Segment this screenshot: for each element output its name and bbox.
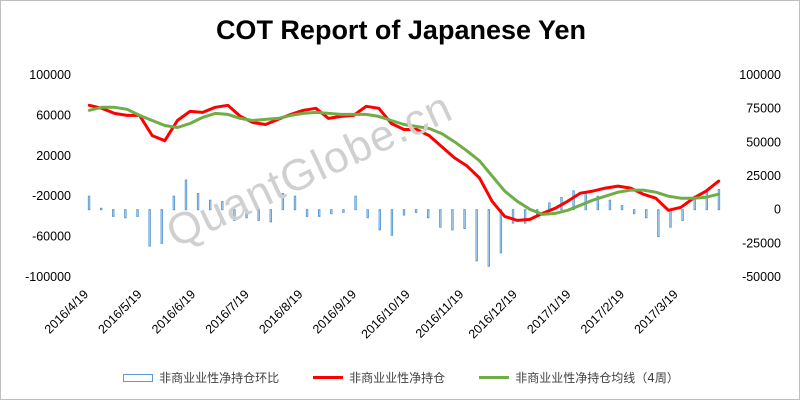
bar-net-change xyxy=(681,209,684,221)
x-axis-tick-label: 2016/7/19 xyxy=(203,287,252,336)
bar-net-change xyxy=(305,209,309,217)
x-axis-tick-label: 2016/11/19 xyxy=(413,287,467,341)
x-axis-tick-label: 2016/8/19 xyxy=(256,287,305,336)
x-axis-tick-label: 2017/1/19 xyxy=(524,287,573,336)
legend-label-avg: 非商业业性净持仓均线（4周） xyxy=(515,371,679,385)
bar-net-change xyxy=(390,209,394,236)
x-axis-tick-label: 2016/12/19 xyxy=(466,287,520,341)
left-axis-tick-label: -20000 xyxy=(32,189,71,203)
right-axis-tick-label: -25000 xyxy=(742,236,781,250)
bar-net-change xyxy=(717,188,721,211)
bar-net-change xyxy=(463,209,466,230)
bar-net-change xyxy=(148,209,151,247)
bar-net-change xyxy=(645,209,648,219)
legend: 非商业业性净持仓环比 非商业业性净持仓 非商业业性净持仓均线（4周） xyxy=(1,369,799,386)
line-4week-average xyxy=(87,105,721,216)
bar-net-change xyxy=(596,195,600,211)
bar-net-change xyxy=(669,209,672,228)
bar-net-change xyxy=(342,209,345,213)
bar-net-change xyxy=(548,202,551,211)
bar-net-change xyxy=(318,209,321,217)
legend-swatch-net xyxy=(313,376,344,379)
left-axis-tick-label: -60000 xyxy=(32,230,71,244)
legend-item-bars: 非商业业性净持仓环比 xyxy=(123,369,279,386)
x-axis-tick-label: 2017/2/19 xyxy=(578,287,627,336)
bar-net-change xyxy=(572,190,575,211)
x-axis-tick-label: 2016/5/19 xyxy=(96,287,145,336)
bar-net-change xyxy=(499,209,503,254)
bar-net-change xyxy=(523,209,527,224)
left-axis-tick-label: 100000 xyxy=(29,68,71,82)
right-axis-tick-label: 50000 xyxy=(746,135,781,149)
bar-net-change xyxy=(414,209,418,213)
legend-swatch-bars xyxy=(123,373,154,382)
bar-net-change xyxy=(439,209,442,228)
right-axis-tick-label: 0 xyxy=(774,203,781,217)
legend-label-net: 非商业业性净持仓 xyxy=(349,371,446,385)
bar-net-change xyxy=(269,209,272,223)
bar-net-change xyxy=(233,209,236,221)
bar-net-change xyxy=(184,179,188,211)
bar-net-change xyxy=(487,209,490,267)
bar-net-change xyxy=(245,209,248,219)
bar-net-change xyxy=(330,209,333,215)
x-axis-tick-label: 2017/3/19 xyxy=(632,287,681,336)
x-axis-tick-label: 2016/4/19 xyxy=(42,287,91,336)
bar-net-change xyxy=(87,195,91,211)
bar-net-change xyxy=(366,209,369,219)
bar-net-change xyxy=(378,209,381,231)
bar-net-change xyxy=(257,209,260,221)
bar-net-change xyxy=(451,209,454,231)
bar-net-change xyxy=(705,191,709,211)
bar-net-change xyxy=(402,209,406,216)
legend-item-avg: 非商业业性净持仓均线（4周） xyxy=(479,369,679,386)
right-axis-tick-label: 75000 xyxy=(746,102,781,116)
right-axis-tick-label: 25000 xyxy=(746,169,781,183)
bar-net-change xyxy=(608,199,612,211)
bar-net-change xyxy=(427,209,430,219)
bar-net-change xyxy=(293,195,297,211)
x-axis-tick-label: 2016/6/19 xyxy=(149,287,198,336)
bar-net-change xyxy=(584,191,587,211)
bar-net-change xyxy=(112,209,115,217)
bar-net-change xyxy=(657,209,660,238)
right-axis-tick-label: -50000 xyxy=(742,270,781,284)
bar-net-change xyxy=(124,209,127,219)
left-axis-tick-label: 20000 xyxy=(36,149,71,163)
legend-swatch-avg xyxy=(479,376,510,379)
bar-net-change xyxy=(196,193,200,211)
legend-label-bars: 非商业业性净持仓环比 xyxy=(159,371,280,385)
chart-title: COT Report of Japanese Yen xyxy=(215,15,587,45)
left-axis-tick-label: 60000 xyxy=(36,108,71,122)
line-net-position xyxy=(87,103,721,222)
bar-net-change xyxy=(281,193,285,211)
bar-net-change xyxy=(511,209,515,224)
bar-net-change xyxy=(99,207,103,211)
x-axis-tick-label: 2016/9/19 xyxy=(310,287,359,336)
bar-net-change xyxy=(354,195,357,211)
bar-net-change xyxy=(136,209,139,217)
bar-net-change xyxy=(632,209,636,215)
legend-item-net: 非商业业性净持仓 xyxy=(313,369,445,386)
bar-net-change xyxy=(475,209,478,262)
bar-net-change xyxy=(208,199,212,211)
bar-net-change xyxy=(221,201,224,211)
bar-net-change xyxy=(160,209,163,244)
bar-net-change xyxy=(620,205,624,211)
x-axis-tick-label: 2016/10/19 xyxy=(359,287,413,341)
right-axis-tick-label: 100000 xyxy=(739,68,781,82)
bar-net-change xyxy=(172,195,176,211)
left-axis-tick-label: -100000 xyxy=(25,270,71,284)
